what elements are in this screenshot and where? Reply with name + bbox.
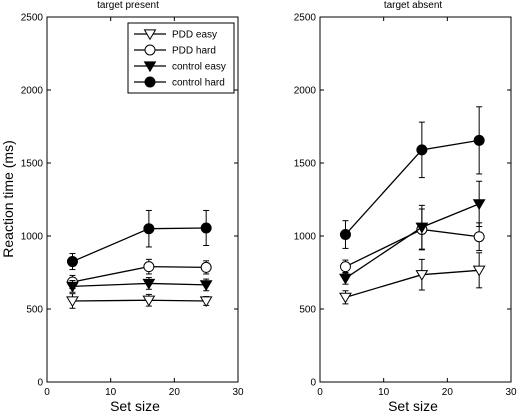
y-tick-label: 1000 — [21, 232, 44, 243]
series-line-pdd-easy — [72, 299, 207, 302]
plot-frame-absent — [319, 16, 512, 383]
data-point-pdd-easy — [339, 292, 352, 304]
y-tick-label: 2500 — [294, 13, 317, 24]
y-tick-label: 1500 — [21, 159, 44, 170]
x-tick-label: 20 — [169, 387, 181, 398]
x-tick-label: 10 — [378, 387, 390, 398]
legend-label-pdd-easy: PDD easy — [172, 30, 217, 41]
data-point-control-easy — [66, 281, 79, 293]
series-line-pdd-hard — [345, 228, 480, 268]
series-line-control-hard — [72, 227, 207, 263]
data-point-control-hard — [143, 223, 155, 235]
ticks-absent: 0 10 20 30 0 500 1000 1500 2000 2500 — [294, 13, 517, 399]
legend-label-control-hard: control hard — [172, 78, 225, 89]
series-line-pdd-easy — [345, 269, 480, 298]
plot-frame-present — [46, 16, 239, 383]
y-tick-label: 0 — [37, 378, 43, 389]
data-point-pdd-easy — [199, 296, 213, 308]
legend-marker-control-hard — [144, 76, 156, 88]
y-tick-label: 2500 — [21, 13, 44, 24]
data-point-pdd-hard — [473, 231, 485, 243]
y-axis-label: Reaction time (ms) — [0, 140, 16, 257]
data-point-pdd-hard — [339, 261, 351, 273]
series-line-control-hard — [344, 139, 480, 235]
marks-present — [66, 209, 213, 309]
ticks-present: 0 10 20 30 0 500 1000 1500 2000 2500 — [21, 13, 244, 399]
y-tick-label: 500 — [26, 305, 43, 316]
data-point-control-easy — [415, 222, 429, 234]
x-tick-label: 10 — [105, 387, 117, 398]
series-line-control-easy — [72, 282, 207, 288]
x-tick-label: 0 — [317, 387, 323, 398]
x-tick-label: 0 — [44, 387, 50, 398]
y-tick-label: 2000 — [21, 86, 44, 97]
y-tick-label: 2000 — [294, 86, 317, 97]
data-point-control-easy — [339, 273, 352, 285]
panel-target-present: target present 0 10 20 30 0 500 1000 1500 2000 25… — [21, 0, 244, 398]
data-point-pdd-easy — [142, 295, 156, 307]
series-line-control-easy — [345, 203, 480, 279]
x-tick-label: 30 — [232, 387, 244, 398]
data-point-control-hard — [66, 256, 78, 268]
y-tick-label: 500 — [299, 305, 316, 316]
x-axis-label-absent: Set size — [388, 398, 438, 414]
x-tick-label: 30 — [505, 387, 517, 398]
data-point-pdd-hard — [143, 261, 155, 273]
data-point-pdd-easy — [66, 296, 79, 308]
panel-target-absent: target absent 0 10 20 30 0 500 1000 1500 2000 250… — [294, 0, 517, 398]
data-point-pdd-easy — [472, 265, 486, 277]
data-point-control-hard — [200, 222, 212, 234]
data-point-control-easy — [199, 280, 213, 292]
y-tick-label: 0 — [310, 378, 316, 389]
x-axis-label-present: Set size — [110, 398, 160, 414]
panel-title-target-present: target present — [97, 0, 159, 11]
legend-marker-control-easy — [143, 61, 157, 73]
data-point-control-hard — [339, 229, 351, 241]
data-point-control-easy — [142, 278, 156, 290]
series-line-pdd-hard — [72, 266, 207, 283]
x-tick-label: 20 — [442, 387, 454, 398]
legend: PDD easy PDD hard control easy control hard — [127, 22, 235, 94]
data-point-control-easy — [472, 199, 486, 211]
legend-label-pdd-hard: PDD hard — [172, 46, 216, 57]
legend-label-control-easy: control easy — [172, 62, 226, 73]
y-tick-label: 1000 — [294, 232, 317, 243]
data-point-pdd-easy — [415, 270, 429, 281]
data-point-control-hard — [416, 144, 428, 156]
panel-title-target-absent: target absent — [384, 0, 443, 11]
marks-absent — [339, 106, 486, 305]
legend-marker-pdd-easy — [143, 29, 157, 41]
data-point-control-hard — [473, 134, 485, 146]
y-tick-label: 1500 — [294, 159, 317, 170]
data-point-pdd-hard — [200, 261, 212, 273]
legend-marker-pdd-hard — [144, 44, 156, 56]
